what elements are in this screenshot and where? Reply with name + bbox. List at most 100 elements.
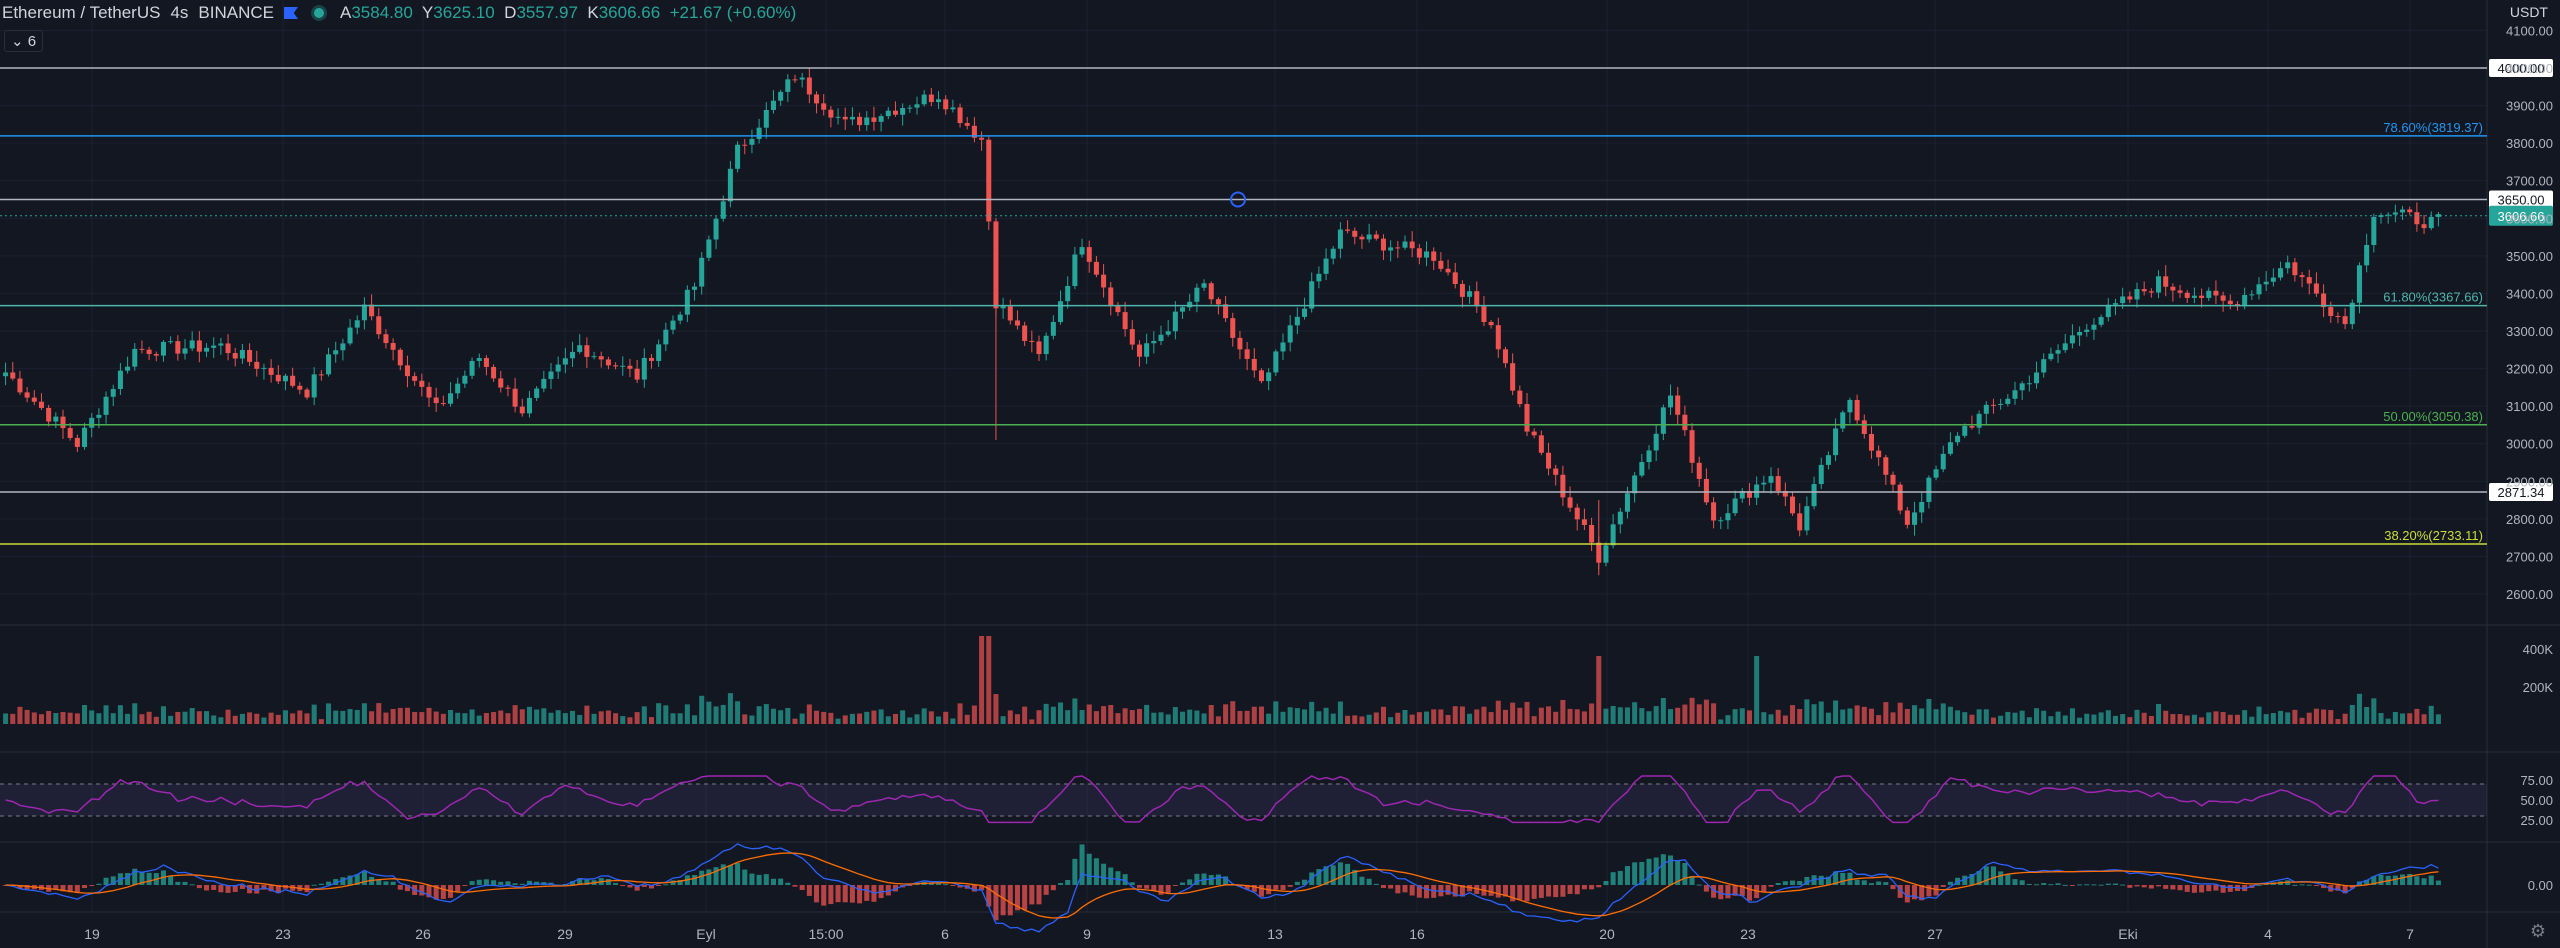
candle-body xyxy=(1990,404,1996,406)
candle-body xyxy=(397,349,403,366)
volume-bar xyxy=(792,718,798,724)
volume-bar xyxy=(440,713,446,724)
volume-bar xyxy=(727,693,733,724)
macd-histogram-bar xyxy=(1323,866,1329,885)
volume-bar xyxy=(2005,711,2011,724)
macd-histogram-bar xyxy=(433,885,439,900)
candle-body xyxy=(1746,491,1752,498)
price-label: 4000.00 xyxy=(2498,61,2545,76)
low-value: 3557.97 xyxy=(516,3,578,22)
candle-body xyxy=(297,385,303,390)
volume-bar xyxy=(1345,715,1351,724)
candle-body xyxy=(1754,484,1760,498)
candle-body xyxy=(613,365,619,367)
macd-histogram-bar xyxy=(2342,885,2348,894)
volume-bar xyxy=(1502,709,1508,724)
volume-bar xyxy=(1840,709,1846,724)
candle-body xyxy=(290,375,296,386)
volume-bar xyxy=(1976,709,1982,724)
macd-histogram-bar xyxy=(842,885,848,903)
candle-body xyxy=(2299,275,2305,278)
gear-icon[interactable]: ⚙ xyxy=(2529,921,2546,941)
macd-histogram-bar xyxy=(2306,884,2312,886)
candle-body xyxy=(2220,295,2226,301)
volume-bar xyxy=(254,713,260,724)
volume-bar xyxy=(1201,713,1207,724)
time-tick: 16 xyxy=(1409,926,1425,942)
macd-histogram-bar xyxy=(1524,885,1530,902)
macd-histogram-bar xyxy=(2069,885,2075,886)
candle-body xyxy=(907,107,913,109)
macd-histogram-bar xyxy=(139,872,145,885)
volume-bar xyxy=(2048,716,2054,724)
candle-body xyxy=(60,416,66,429)
volume-bar xyxy=(1122,708,1128,724)
time-tick: 23 xyxy=(275,926,291,942)
candle-body xyxy=(1876,450,1882,458)
candle-body xyxy=(2105,304,2111,318)
time-tick: 13 xyxy=(1267,926,1283,942)
macd-histogram-bar xyxy=(1510,885,1516,902)
candle-body xyxy=(1574,507,1580,520)
macd-histogram-bar xyxy=(2077,884,2083,886)
candle-body xyxy=(498,378,504,388)
macd-histogram-bar xyxy=(1373,883,1379,885)
volume-bar xyxy=(1739,708,1745,724)
indicator-collapse-button[interactable]: ⌄ 6 xyxy=(4,30,44,52)
macd-histogram-bar xyxy=(2371,876,2377,885)
volume-bar xyxy=(692,715,698,724)
volume-bar xyxy=(168,715,174,724)
candle-body xyxy=(2428,216,2434,229)
candle-body xyxy=(706,239,712,258)
volume-bar xyxy=(1919,708,1925,724)
macd-histogram-bar xyxy=(2084,884,2090,886)
macd-histogram-bar xyxy=(1115,871,1121,885)
macd-histogram-bar xyxy=(641,885,647,887)
candle-body xyxy=(1467,291,1473,297)
volume-bar xyxy=(333,710,339,724)
volume-bar xyxy=(2156,704,2162,724)
macd-histogram-bar xyxy=(814,885,820,903)
volume-bar xyxy=(211,715,217,724)
candle-body xyxy=(756,127,762,140)
candle-body xyxy=(218,343,224,346)
candle-body xyxy=(132,348,138,367)
volume-bar xyxy=(699,695,705,724)
candle-body xyxy=(196,340,202,352)
macd-histogram-bar xyxy=(2407,873,2413,885)
volume-bar xyxy=(1495,700,1501,724)
time-tick: 29 xyxy=(557,926,573,942)
time-tick: 15:00 xyxy=(808,926,843,942)
volume-bar xyxy=(2227,714,2233,724)
volume-bar xyxy=(534,709,540,724)
volume-bar xyxy=(1129,710,1135,724)
volume-bar xyxy=(1294,708,1300,724)
currency-label[interactable]: USDT xyxy=(2509,4,2548,20)
volume-bar xyxy=(304,713,310,724)
macd-histogram-bar xyxy=(1739,885,1745,896)
macd-histogram-bar xyxy=(1187,879,1193,885)
volume-bar xyxy=(2392,711,2398,724)
line-handle-icon xyxy=(1230,191,1246,208)
volume-bar xyxy=(749,715,755,724)
price-tick: 3700.00 xyxy=(2506,174,2553,189)
macd-histogram-bar xyxy=(2335,885,2341,891)
candle-body xyxy=(878,116,884,122)
volume-bar xyxy=(1732,709,1738,724)
symbol-title[interactable]: Ethereum / TetherUS xyxy=(2,3,161,22)
candle-body xyxy=(2242,294,2248,307)
candle-body xyxy=(548,371,554,379)
volume-bar xyxy=(369,711,375,724)
ohlc-values: A3584.80 Y3625.10 D3557.97 K3606.66 +21.… xyxy=(340,3,796,23)
macd-histogram-bar xyxy=(175,881,181,885)
volume-bar xyxy=(1696,704,1702,724)
macd-histogram-bar xyxy=(1172,885,1178,887)
flag-icon[interactable] xyxy=(283,7,298,19)
interval-label[interactable]: 4s xyxy=(170,3,189,22)
volume-bar xyxy=(153,716,159,724)
candle-body xyxy=(871,117,877,122)
candle-body xyxy=(383,334,389,344)
volume-bar xyxy=(763,704,769,724)
